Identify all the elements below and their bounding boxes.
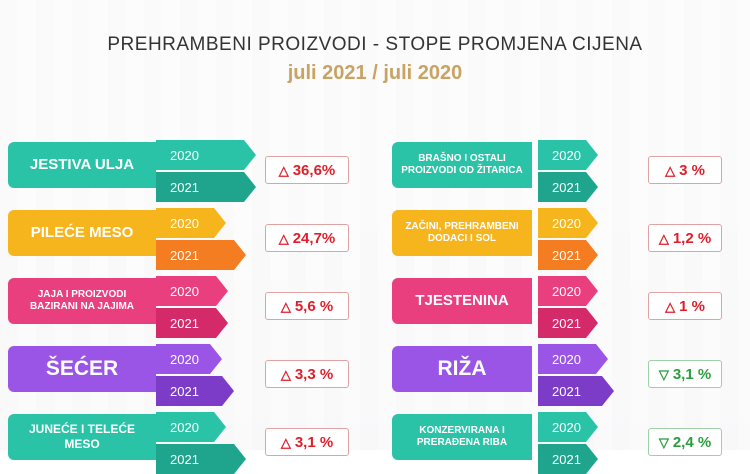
change-badge: △ 24,7%: [265, 224, 349, 252]
bar-2021: 2021: [538, 444, 598, 474]
category-label: ZAČINI, PREHRAMBENI DODACI I SOL: [392, 210, 532, 256]
bar-2020: 2020: [538, 344, 608, 374]
bar-2021: 2021: [156, 376, 234, 406]
bar-2020: 2020: [156, 344, 222, 374]
category-label: RIŽA: [392, 346, 532, 392]
change-value: 3 %: [679, 161, 705, 179]
arrow-down-icon: ▽: [658, 434, 669, 450]
change-value: 3,1 %: [294, 433, 334, 451]
bar-2020: 2020: [156, 140, 256, 170]
bar-2020: 2020: [538, 140, 598, 170]
change-value: 1,2 %: [672, 229, 712, 247]
change-value: 2,4 %: [672, 433, 712, 451]
change-badge: △ 5,6 %: [265, 292, 349, 320]
arrow-up-icon: △: [665, 162, 676, 178]
change-value: 3,3 %: [294, 365, 334, 383]
arrow-up-icon: △: [658, 230, 669, 246]
arrow-up-icon: △: [665, 298, 676, 314]
category-label: ŠEĆER: [8, 346, 156, 392]
change-badge: △ 3,1 %: [265, 428, 349, 456]
change-badge: ▽ 3,1 %: [648, 360, 722, 388]
arrow-down-icon: ▽: [658, 366, 669, 382]
bar-2021: 2021: [156, 172, 256, 202]
arrow-up-icon: △: [278, 230, 289, 246]
arrow-up-icon: △: [278, 162, 289, 178]
change-badge: △ 3,3 %: [265, 360, 349, 388]
change-badge: △ 3 %: [648, 156, 722, 184]
bar-2021: 2021: [156, 240, 246, 270]
bar-2021: 2021: [538, 308, 598, 338]
change-value: 1 %: [679, 297, 705, 315]
arrow-up-icon: △: [280, 298, 291, 314]
page-subtitle: juli 2021 / juli 2020: [287, 62, 463, 84]
category-label: TJESTENINA: [392, 278, 532, 324]
change-badge: △ 1 %: [648, 292, 722, 320]
bar-2021: 2021: [156, 308, 228, 338]
change-value: 24,7%: [292, 229, 336, 247]
bar-2021: 2021: [156, 444, 246, 474]
bar-2020: 2020: [156, 276, 228, 306]
category-label: JESTIVA ULJA: [8, 142, 156, 188]
bar-2021: 2021: [538, 376, 614, 406]
category-label: JAJA I PROIZVODI BAZIRANI NA JAJIMA: [8, 278, 156, 324]
category-label: KONZERVIRANA I PRERAĐENA RIBA: [392, 414, 532, 460]
arrow-up-icon: △: [280, 366, 291, 382]
bar-2021: 2021: [538, 172, 598, 202]
category-label: JUNEĆE I TELEĆE MESO: [8, 414, 156, 460]
bar-2020: 2020: [156, 208, 226, 238]
bar-2020: 2020: [538, 208, 598, 238]
bar-2020: 2020: [156, 412, 226, 442]
bar-2020: 2020: [538, 276, 598, 306]
bar-2021: 2021: [538, 240, 598, 270]
change-badge: △ 1,2 %: [648, 224, 722, 252]
category-label: BRAŠNO I OSTALI PROIZVODI OD ŽITARICA: [392, 142, 532, 188]
change-badge: ▽ 2,4 %: [648, 428, 722, 456]
category-label: PILEĆE MESO: [8, 210, 156, 256]
arrow-up-icon: △: [280, 434, 291, 450]
change-value: 3,1 %: [672, 365, 712, 383]
bar-2020: 2020: [538, 412, 598, 442]
page-title: PREHRAMBENI PROIZVODI - STOPE PROMJENA C…: [107, 34, 643, 55]
change-value: 5,6 %: [294, 297, 334, 315]
change-badge: △ 36,6%: [265, 156, 349, 184]
change-value: 36,6%: [292, 161, 336, 179]
